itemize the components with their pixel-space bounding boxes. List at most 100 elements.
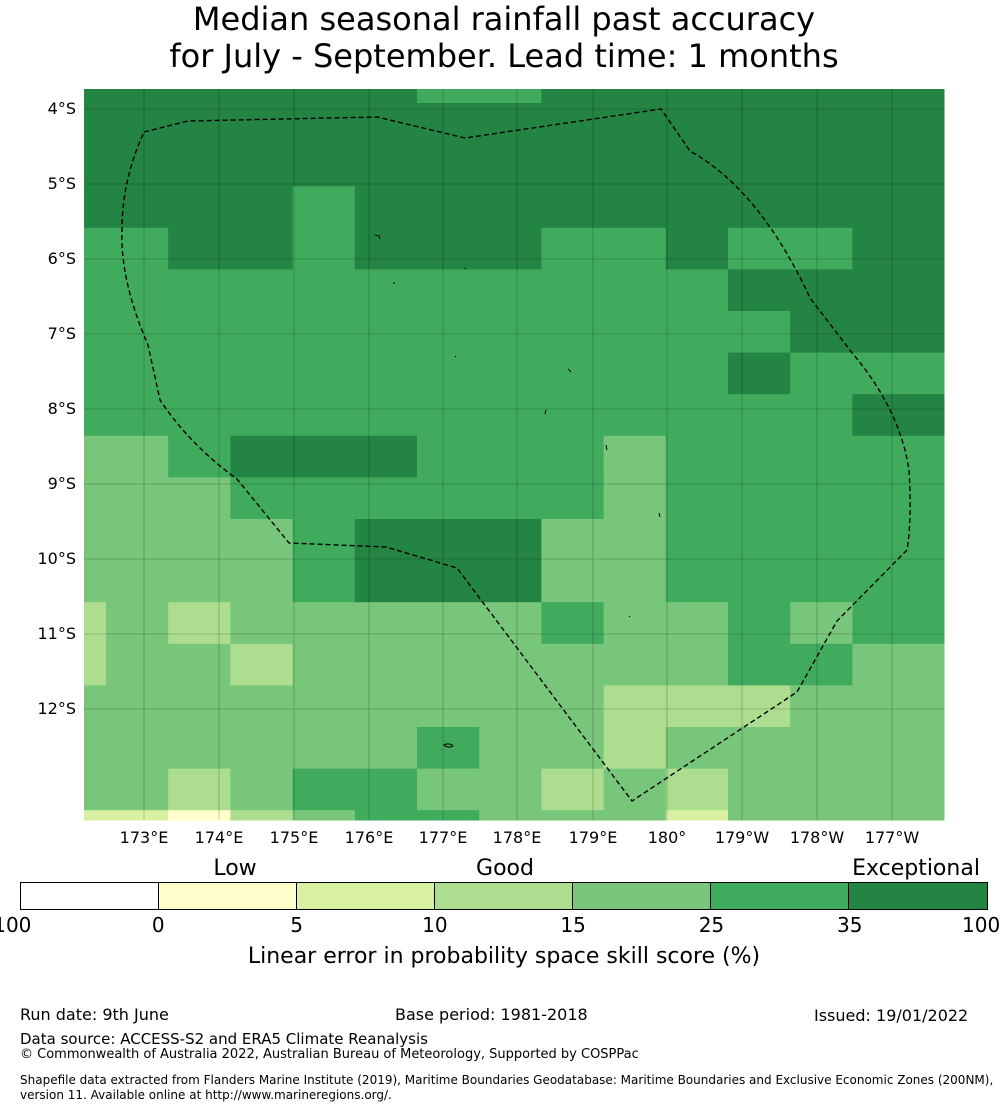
skill-cell: [541, 186, 605, 229]
skill-cell: [168, 477, 231, 520]
skill-cell: [417, 144, 480, 187]
skill-cell: [479, 394, 542, 437]
skill-cell: [292, 352, 356, 395]
skill-cell: [292, 477, 356, 520]
skill-cell: [106, 643, 169, 686]
skill-cell: [354, 394, 418, 437]
skill-cell: [665, 768, 729, 811]
skill-cell: [84, 394, 107, 437]
skill-cell: [84, 89, 107, 104]
skill-cell: [790, 810, 853, 821]
skill-cell: [852, 685, 945, 728]
skill-cell: [790, 269, 853, 312]
skill-cell: [790, 643, 853, 686]
skill-cell: [479, 186, 542, 229]
skill-cell: [541, 352, 605, 395]
skill-cell: [479, 227, 542, 270]
skill-cell: [665, 519, 729, 562]
colorbar-tick-label: 15: [560, 913, 586, 937]
skill-cell: [728, 643, 791, 686]
skill-cell: [603, 311, 667, 354]
skill-cell: [852, 144, 945, 187]
skill-cell: [106, 352, 169, 395]
skill-cell: [479, 602, 542, 645]
skill-cell: [417, 810, 480, 821]
skill-cell: [852, 227, 945, 270]
skill-cell: [106, 685, 169, 728]
skill-cell: [354, 685, 418, 728]
skill-cell: [541, 477, 605, 520]
skill-cell: [541, 643, 605, 686]
skill-cell: [603, 727, 667, 770]
skill-cell: [728, 186, 791, 229]
skill-cell: [168, 810, 231, 821]
skill-cell: [665, 352, 729, 395]
latitude-label: 12°S: [37, 699, 76, 718]
skill-cell: [665, 103, 729, 146]
skill-cell: [84, 352, 107, 395]
skill-cell: [603, 560, 667, 603]
skill-cell: [417, 269, 480, 312]
skill-cell: [230, 352, 294, 395]
skill-cell: [354, 519, 418, 562]
skill-cell: [541, 311, 605, 354]
skill-cell: [603, 269, 667, 312]
skill-cell: [479, 519, 542, 562]
skill-cell: [84, 685, 107, 728]
longitude-label: 178°W: [789, 828, 845, 847]
skill-cell: [292, 227, 356, 270]
skill-cell: [603, 352, 667, 395]
skill-cell: [541, 269, 605, 312]
skill-cell: [728, 519, 791, 562]
colorbar-segment: [573, 883, 711, 909]
skill-cell: [84, 602, 107, 645]
colorbar-segment: [159, 883, 297, 909]
skill-cell: [603, 602, 667, 645]
skill-cell: [84, 810, 107, 821]
skill-cell: [106, 394, 169, 437]
skill-cell: [168, 435, 231, 478]
latitude-label: 7°S: [47, 324, 76, 343]
skill-cell: [292, 269, 356, 312]
latitude-label: 9°S: [47, 474, 76, 493]
skill-cell: [603, 144, 667, 187]
skill-cell: [230, 727, 294, 770]
skill-cell: [106, 435, 169, 478]
skill-cell: [417, 311, 480, 354]
skill-cell: [292, 103, 356, 146]
colorbar-tick-label: 100: [962, 913, 1001, 937]
skill-cell: [230, 144, 294, 187]
skill-cell: [728, 685, 791, 728]
category-exceptional-label: Exceptional: [852, 856, 980, 881]
skill-cell: [790, 519, 853, 562]
skill-cell: [541, 227, 605, 270]
skill-cell: [603, 519, 667, 562]
longitude-label: 180°: [647, 828, 687, 847]
skill-cell: [852, 435, 945, 478]
skill-cell: [168, 89, 231, 104]
skill-map: [84, 89, 945, 821]
skill-cell: [665, 685, 729, 728]
skill-cell: [603, 89, 667, 104]
skill-cell: [852, 810, 945, 821]
skill-cell: [168, 144, 231, 187]
skill-cell: [168, 352, 231, 395]
skill-cell: [728, 144, 791, 187]
skill-cell: [168, 602, 231, 645]
skill-cell: [168, 768, 231, 811]
skill-cell: [728, 394, 791, 437]
skill-cell: [479, 311, 542, 354]
skill-cell: [728, 768, 791, 811]
skill-cell: [852, 768, 945, 811]
skill-cell: [106, 89, 169, 104]
skill-cell: [541, 768, 605, 811]
skill-cell: [230, 103, 294, 146]
skill-cell: [790, 727, 853, 770]
skill-cell: [479, 643, 542, 686]
skill-cell: [790, 560, 853, 603]
colorbar-tick-label: -100: [0, 913, 32, 937]
longitude-label: 175°E: [269, 828, 319, 847]
skill-cell: [292, 768, 356, 811]
skill-cell: [84, 560, 107, 603]
longitude-label: 179°E: [568, 828, 618, 847]
